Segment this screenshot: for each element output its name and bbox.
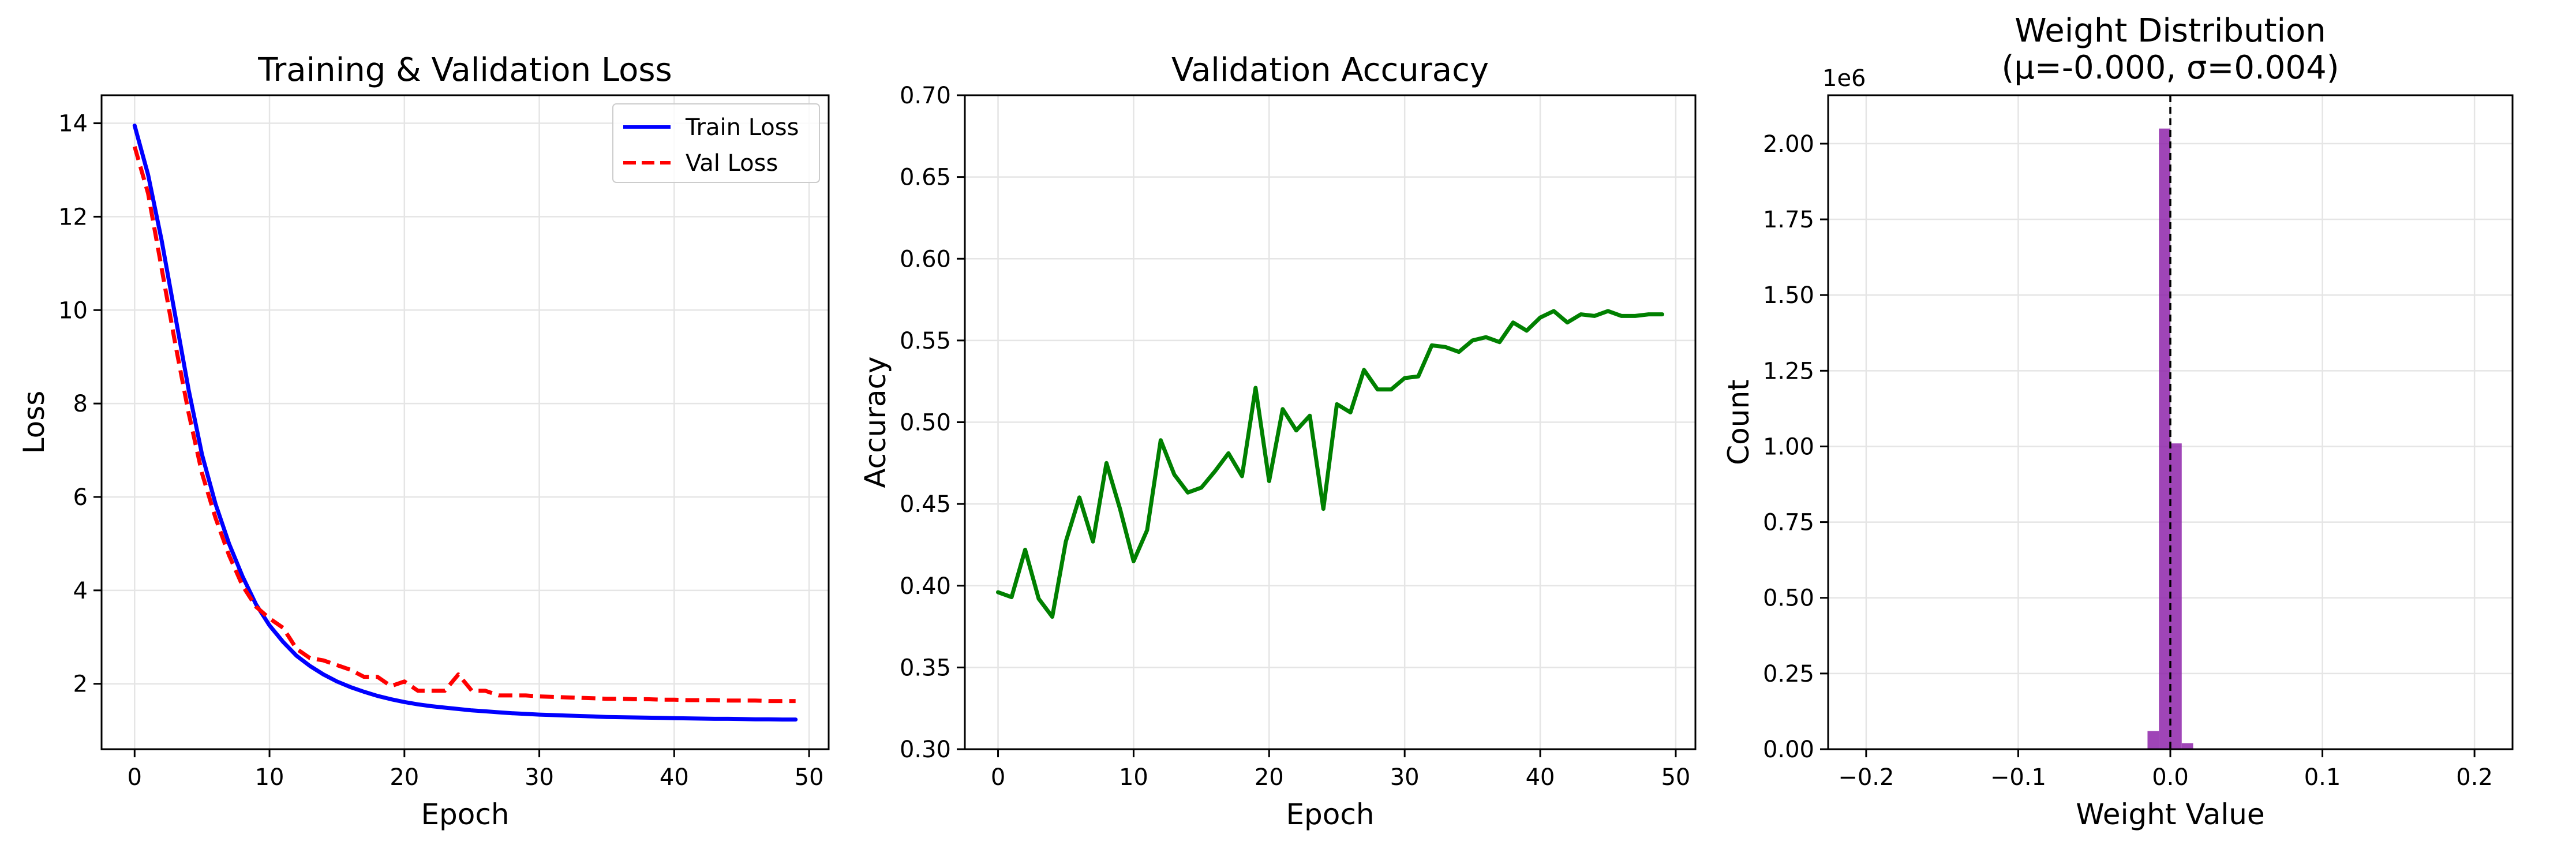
y-tick-label: 4 <box>73 578 88 604</box>
x-tick-label: 0.1 <box>2304 764 2341 791</box>
y-tick-label: 0.40 <box>900 573 951 600</box>
x-tick-label: 40 <box>660 764 689 791</box>
accuracy-chart-title: Validation Accuracy <box>1171 51 1489 89</box>
loss-legend: Train Loss Val Loss <box>612 103 820 183</box>
y-tick-label: 0.65 <box>900 164 951 191</box>
weight-histogram: −0.2 −0.1 0.0 0.1 0.2 0.00 0.25 0.50 0.75 1.00 1.2… <box>1722 12 2514 831</box>
x-tick-label: 10 <box>1119 764 1148 791</box>
y-tick-label: 0.45 <box>900 491 951 518</box>
histogram-subtitle: (μ=-0.000, σ=0.004) <box>2001 49 2339 87</box>
x-tick-label: 50 <box>1661 764 1690 791</box>
loss-x-axis-label: Epoch <box>421 798 509 831</box>
loss-y-axis-label: Loss <box>17 391 51 454</box>
x-tick-label: 0 <box>128 764 142 791</box>
accuracy-chart: 0 10 20 30 40 50 0.30 0.35 0.40 0.45 0.50 0.55 0.60 0… <box>859 51 1697 831</box>
x-tick-label: 40 <box>1526 764 1555 791</box>
y-tick-label: 12 <box>58 204 88 230</box>
histogram-bar <box>2170 443 2182 749</box>
x-tick-label: −0.2 <box>1838 764 1894 791</box>
histogram-y-offset-label: 1e6 <box>1822 65 1866 92</box>
legend-train-loss: Train Loss <box>685 114 799 141</box>
histogram-y-axis-label: Count <box>1722 379 1755 465</box>
y-tick-label: 0.55 <box>900 328 951 354</box>
y-tick-label: 0.30 <box>900 736 951 763</box>
x-tick-label: −0.1 <box>1990 764 2046 791</box>
y-tick-label: 0.50 <box>900 410 951 436</box>
accuracy-x-axis-label: Epoch <box>1286 798 1374 831</box>
histogram-x-axis-label: Weight Value <box>2076 798 2264 831</box>
x-tick-label: 20 <box>1255 764 1284 791</box>
val-loss-series-line <box>132 146 796 704</box>
y-tick-label: 1.50 <box>1763 282 1814 309</box>
y-tick-label: 0.75 <box>1763 510 1814 536</box>
y-tick-label: 0.70 <box>900 83 951 109</box>
y-tick-label: 0.00 <box>1763 736 1814 763</box>
histogram-bar <box>2159 128 2170 749</box>
loss-chart-title: Training & Validation Loss <box>257 51 672 89</box>
y-tick-label: 0.25 <box>1763 661 1814 687</box>
y-tick-label: 1.00 <box>1763 433 1814 460</box>
x-tick-label: 0 <box>991 764 1005 791</box>
legend-val-loss: Val Loss <box>686 150 778 177</box>
y-tick-label: 1.25 <box>1763 358 1814 384</box>
train-loss-series-line <box>132 124 798 722</box>
y-tick-label: 0.50 <box>1763 585 1814 612</box>
x-tick-label: 20 <box>390 764 419 791</box>
y-tick-label: 0.60 <box>900 246 951 272</box>
x-tick-label: 30 <box>525 764 554 791</box>
loss-chart: 0 10 20 30 40 50 2 4 6 8 10 12 14 Training & Validat… <box>17 51 830 831</box>
histogram-title: Weight Distribution <box>2015 12 2326 50</box>
y-tick-label: 2 <box>73 671 88 698</box>
y-tick-label: 0.35 <box>900 655 951 681</box>
x-tick-label: 10 <box>255 764 284 791</box>
y-tick-label: 1.75 <box>1763 207 1814 233</box>
x-tick-label: 50 <box>795 764 824 791</box>
y-tick-label: 2.00 <box>1763 131 1814 158</box>
accuracy-series-line <box>996 309 1664 619</box>
x-tick-label: 0.2 <box>2456 764 2493 791</box>
accuracy-y-axis-label: Accuracy <box>859 356 892 488</box>
histogram-bar <box>2147 731 2159 749</box>
y-tick-label: 8 <box>73 391 88 417</box>
histogram-bar <box>2181 743 2193 749</box>
y-tick-label: 10 <box>58 297 88 324</box>
x-tick-label: 0.0 <box>2152 764 2189 791</box>
y-tick-label: 6 <box>73 484 88 511</box>
y-tick-label: 14 <box>58 111 88 137</box>
x-tick-label: 30 <box>1390 764 1420 791</box>
